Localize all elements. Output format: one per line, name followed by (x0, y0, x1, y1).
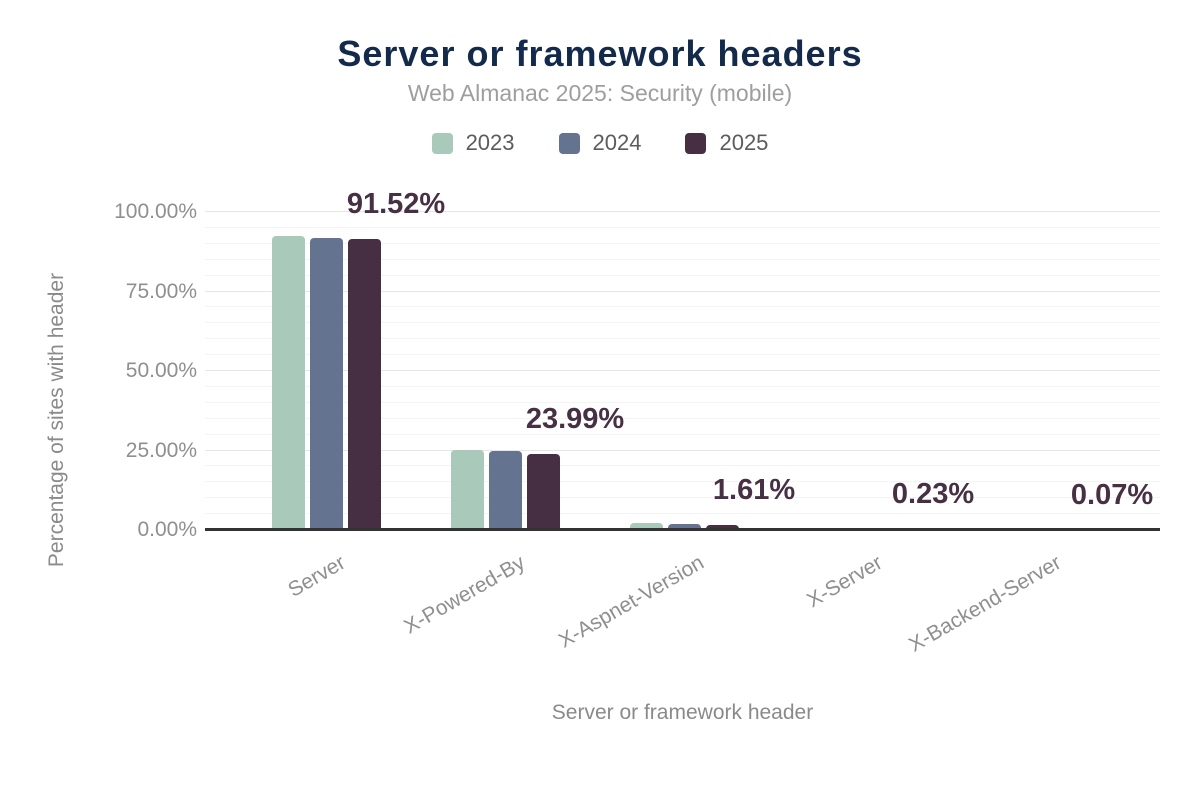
gridline-90 (205, 242, 1160, 244)
value-label-x-backend-server: 0.07% (1070, 478, 1154, 511)
gridline-30 (205, 433, 1160, 435)
gridline-95 (205, 226, 1160, 228)
legend-item-2023: 2023 (431, 130, 515, 156)
bar-2025-x-aspnet-version (705, 524, 739, 530)
x-tick-x-server: X-Server (803, 551, 887, 613)
bar-2023-x-aspnet-version (629, 522, 663, 530)
value-label-x-server: 0.23% (891, 478, 975, 511)
gridline-45 (205, 385, 1160, 387)
gridline-40 (205, 401, 1160, 403)
legend-label-2025: 2025 (719, 130, 769, 155)
gridline-20 (205, 465, 1160, 467)
gridline-75 (205, 290, 1160, 292)
value-label-x-powered-by: 23.99% (525, 402, 625, 435)
bar-2023-x-powered-by (450, 449, 484, 530)
legend-label-2024: 2024 (592, 130, 642, 155)
legend-swatch-2024 (558, 132, 580, 154)
bar-2025-server (347, 238, 381, 530)
chart-title: Server or framework headers (337, 33, 863, 74)
gridline-10 (205, 497, 1160, 499)
chart-subtitle: Web Almanac 2025: Security (mobile) (407, 80, 793, 106)
gridline-65 (205, 322, 1160, 324)
bar-2023-server (271, 235, 305, 530)
bar-2024-x-aspnet-version (667, 524, 701, 530)
x-tick-x-powered-by: X-Powered-By (399, 551, 529, 639)
x-tick-x-backend-server: X-Backend-Server (905, 551, 1066, 657)
gridline-35 (205, 417, 1160, 419)
y-tick-0: 0.00% (137, 518, 197, 541)
gridline-100 (205, 211, 1160, 212)
gridline-60 (205, 338, 1160, 340)
bar-2024-x-powered-by (488, 451, 522, 530)
plot-area: 91.52% 23.99% 1.61% 0.23% 0.07% (205, 188, 1160, 531)
x-tick-server: Server (284, 551, 350, 602)
legend-swatch-2023 (431, 132, 453, 154)
bar-2024-server (309, 237, 343, 530)
legend: 2023 2024 2025 (0, 130, 1200, 156)
gridline-55 (205, 354, 1160, 356)
x-tick-x-aspnet-version: X-Aspnet-Version (554, 551, 708, 653)
gridline-5 (205, 513, 1160, 515)
gridline-15 (205, 481, 1160, 483)
gridline-25 (205, 449, 1160, 451)
legend-item-2024: 2024 (558, 130, 642, 156)
legend-swatch-2025 (685, 132, 707, 154)
y-tick-50: 50.00% (125, 359, 197, 382)
y-tick-75: 75.00% (125, 279, 197, 303)
gridline-70 (205, 306, 1160, 308)
value-label-server: 91.52% (346, 187, 446, 220)
y-tick-100: 100.00% (114, 200, 197, 223)
legend-item-2025: 2025 (685, 130, 768, 156)
bar-2025-x-powered-by (526, 453, 560, 530)
x-axis-title: Server or framework header (551, 701, 814, 724)
legend-label-2023: 2023 (465, 130, 515, 155)
y-tick-25: 25.00% (125, 438, 197, 462)
x-axis-line (205, 528, 1160, 531)
gridline-85 (205, 258, 1160, 260)
value-label-x-aspnet-version: 1.61% (712, 473, 796, 506)
gridline-50 (205, 370, 1160, 371)
gridline-80 (205, 274, 1160, 276)
